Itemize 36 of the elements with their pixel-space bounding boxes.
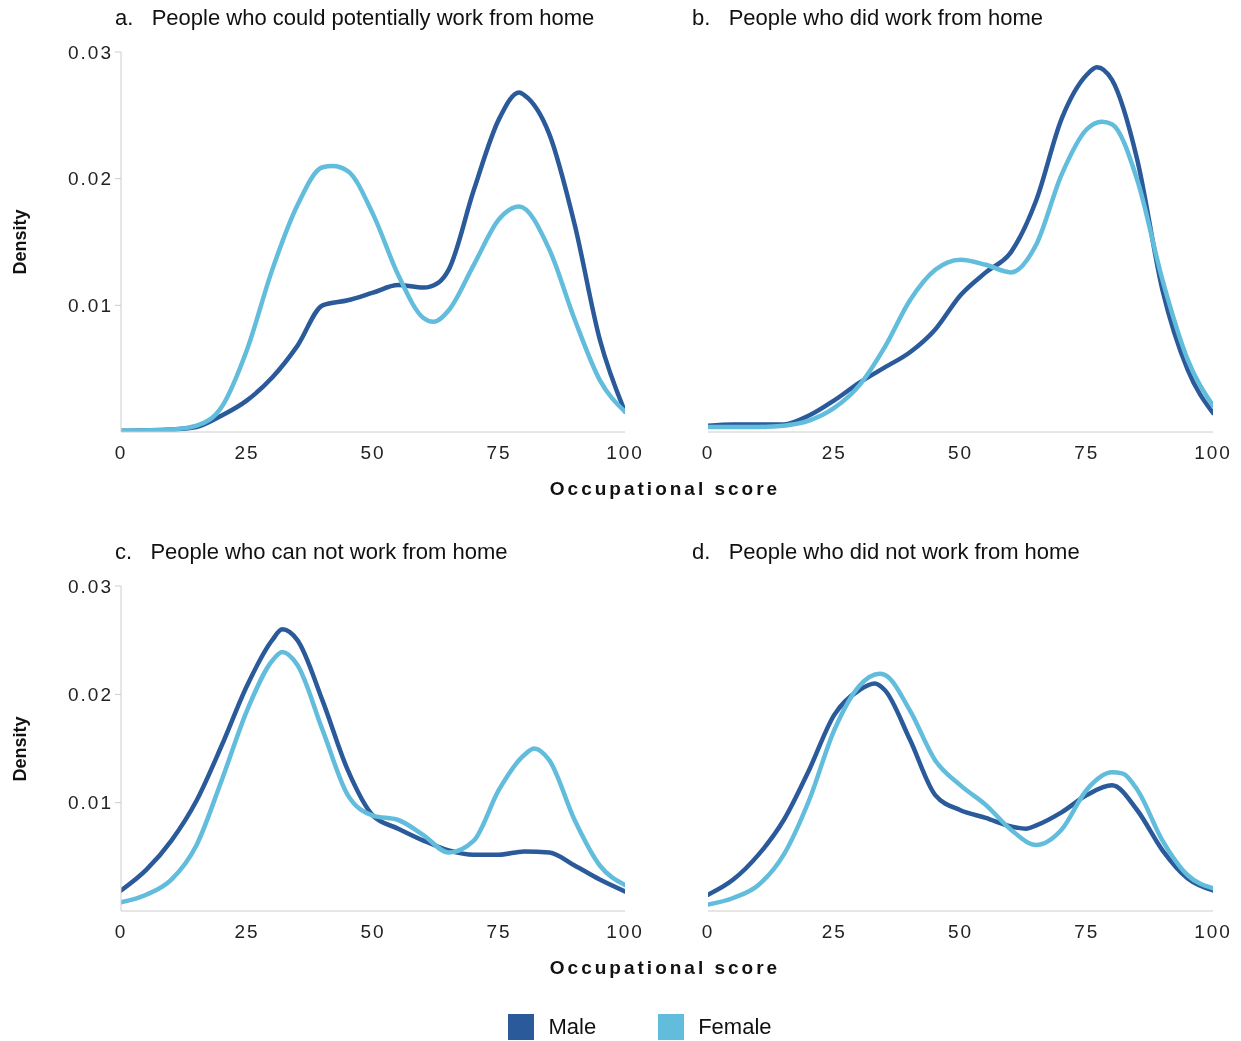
x-axis-title: Occupational score [548, 478, 782, 500]
y-axis-title: Density [9, 715, 31, 782]
x-tick-label: 50 [360, 442, 386, 464]
x-tick-label: 100 [1194, 921, 1232, 943]
y-tick-label: 0.02 [68, 168, 113, 190]
x-tick-label: 75 [1074, 921, 1100, 943]
x-tick-label: 100 [1194, 442, 1232, 464]
x-axis-title: Occupational score [548, 957, 782, 979]
x-tick-label: 50 [360, 921, 386, 943]
x-tick-label: 25 [821, 921, 847, 943]
x-tick-label: 50 [947, 921, 974, 943]
y-tick-label: 0.02 [68, 684, 113, 706]
chart-title: c. People who can not work from home [115, 539, 508, 565]
x-tick-label: 50 [947, 442, 974, 464]
x-tick-label: 25 [234, 442, 260, 464]
x-tick-label: 100 [606, 442, 644, 464]
x-tick-label: 100 [606, 921, 644, 943]
y-tick-label: 0.03 [68, 41, 113, 63]
x-tick-label: 0 [701, 921, 715, 943]
chart-title: a. People who could potentially work from home [115, 5, 595, 31]
x-tick-label: 75 [486, 921, 512, 943]
x-tick-label: 75 [486, 442, 512, 464]
y-axis-title: Density [9, 209, 31, 275]
y-tick-label: 0.03 [68, 575, 113, 597]
legend-label: Female [698, 1014, 772, 1040]
x-tick-label: 0 [701, 442, 715, 464]
x-tick-label: 0 [114, 921, 128, 943]
x-tick-label: 25 [234, 921, 260, 943]
legend-label: Male [548, 1014, 597, 1040]
x-tick-label: 75 [1074, 442, 1100, 464]
y-tick-label: 0.01 [68, 792, 113, 814]
y-tick-label: 0.01 [68, 295, 113, 317]
x-tick-label: 0 [114, 442, 128, 464]
chart-title: b. People who did work from home [692, 5, 1043, 31]
x-tick-label: 25 [821, 442, 847, 464]
chart-title: d. People who did not work from home [692, 539, 1080, 565]
